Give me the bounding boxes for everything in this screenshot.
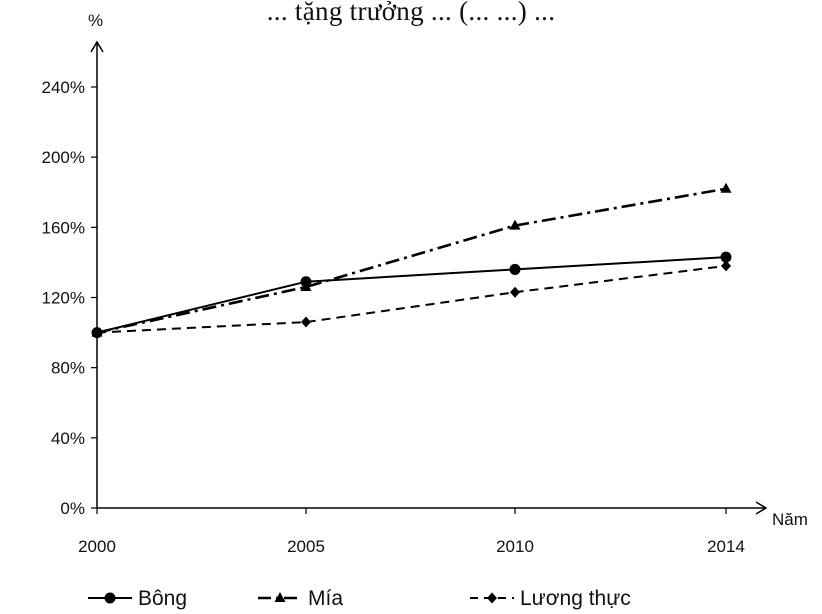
data-point-1 <box>509 263 521 275</box>
data-point-1 <box>720 251 732 263</box>
axes <box>90 40 768 515</box>
legend-label-2: Mía <box>308 587 343 610</box>
y-tick-label: 200% <box>42 148 85 167</box>
x-tick-label: 2010 <box>496 537 534 556</box>
data-point-2 <box>720 182 732 193</box>
legend-label-3: Lương thực <box>520 587 631 610</box>
legend-marker-2 <box>274 592 286 602</box>
series-line-2 <box>96 187 727 334</box>
legend-marker-1 <box>104 592 116 604</box>
x-tick-label: 2005 <box>287 537 325 556</box>
legend: Bông Mía Lương thực <box>88 587 631 610</box>
data-point-1 <box>91 327 103 339</box>
legend-label-1: Bông <box>138 587 187 610</box>
data-point-2 <box>509 219 521 230</box>
data-point-3 <box>301 316 311 328</box>
y-tick-label: 160% <box>42 218 85 237</box>
series-line-3 <box>96 264 727 334</box>
x-tick-label: 2000 <box>78 537 116 556</box>
data-point-3 <box>721 260 731 272</box>
data-point-3 <box>510 286 520 298</box>
x-axis-arrow-icon <box>755 501 768 515</box>
series-lines <box>91 182 732 339</box>
x-axis-unit-label: Năm <box>772 510 808 529</box>
y-axis-arrow-icon <box>90 40 104 53</box>
y-axis-unit-label: % <box>88 11 103 30</box>
y-tick-label: 80% <box>51 359 85 378</box>
data-point-1 <box>300 276 312 288</box>
y-tick-label: 40% <box>51 429 85 448</box>
tick-labels: % Năm 0% 40% 80% 120% 160% 200% 240% 2000 2005 2010… <box>42 11 808 556</box>
top-caption: ... tặng trưởng ... (... ...) ... <box>266 0 556 26</box>
series-line-1 <box>96 256 727 334</box>
y-tick-label: 240% <box>42 78 85 97</box>
y-tick-label: 0% <box>60 499 85 518</box>
legend-marker-3 <box>487 592 497 604</box>
x-tick-label: 2014 <box>707 537 745 556</box>
y-tick-label: 120% <box>42 289 85 308</box>
